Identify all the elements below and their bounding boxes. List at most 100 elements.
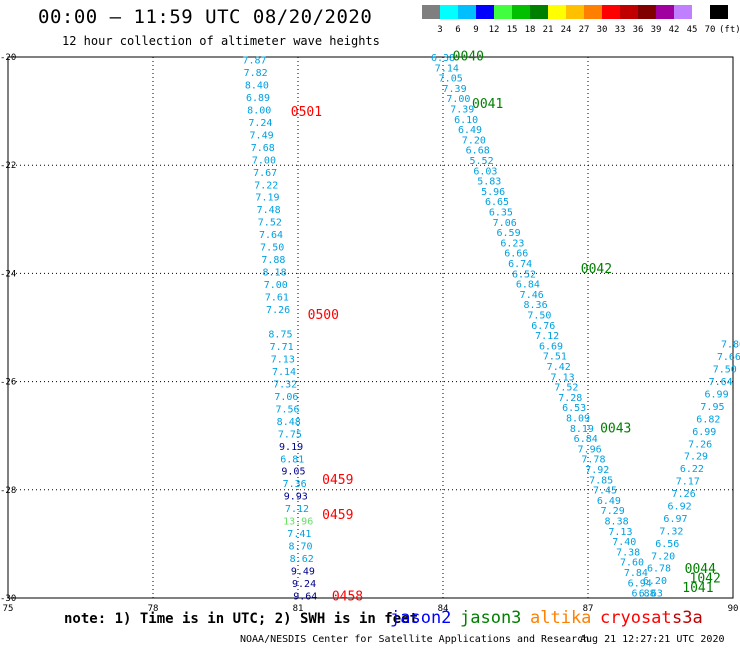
wave-height-value: 6.94 bbox=[628, 578, 652, 589]
wave-height-value: 5.52 bbox=[470, 156, 494, 167]
wave-height-value: 6.65 bbox=[485, 197, 509, 208]
pass-time-label: 0041 bbox=[472, 97, 503, 112]
wave-height-value: 7.24 bbox=[248, 118, 272, 129]
wave-height-value: 7.82 bbox=[244, 68, 268, 79]
wave-height-value: 6.20 bbox=[643, 576, 667, 587]
wave-height-value: 7.60 bbox=[620, 558, 644, 569]
wave-height-value: 6.82 bbox=[696, 414, 720, 425]
legend-swatch bbox=[512, 5, 530, 19]
wave-height-value: 6.81 bbox=[280, 454, 304, 465]
legend-swatch bbox=[602, 5, 620, 19]
wave-height-value: 7.05 bbox=[439, 74, 463, 85]
mission-jason3: jason3 bbox=[460, 608, 522, 628]
wave-height-value: 6.78 bbox=[647, 564, 671, 575]
legend-label: 18 bbox=[524, 25, 536, 35]
mission-jason2: jason2 bbox=[390, 608, 452, 628]
wave-height-value: 6.63 bbox=[639, 589, 663, 600]
legend-swatch bbox=[692, 5, 710, 19]
wave-height-value: 7.67 bbox=[253, 168, 277, 179]
legend-label: 21 bbox=[542, 25, 554, 35]
pass-time-label: 0458 bbox=[332, 589, 363, 604]
legend-swatch bbox=[494, 5, 512, 19]
legend-swatch bbox=[620, 5, 638, 19]
wave-height-value: 7.39 bbox=[450, 104, 474, 115]
wave-height-value: 7.49 bbox=[250, 130, 274, 141]
pass-time-label: 0040 bbox=[453, 49, 484, 64]
wave-height-value: 6.23 bbox=[500, 238, 524, 249]
wave-height-value: 6.76 bbox=[531, 321, 555, 332]
wave-height-value: 7.26 bbox=[672, 489, 696, 500]
legend-label: 15 bbox=[506, 25, 518, 35]
wave-height-value: 7.26 bbox=[266, 305, 290, 316]
wave-height-value: 6.53 bbox=[562, 403, 586, 414]
lon-tick-label: 81 bbox=[293, 604, 304, 614]
wave-height-value: 6.56 bbox=[655, 539, 679, 550]
pass-time-label: 1042 bbox=[690, 571, 721, 586]
legend-swatch bbox=[548, 5, 566, 19]
wave-height-value: 7.52 bbox=[258, 218, 282, 229]
wave-height-value: 6.35 bbox=[489, 207, 513, 218]
wave-height-value: 6.69 bbox=[539, 341, 563, 352]
wave-height-value: 7.13 bbox=[608, 527, 632, 538]
wave-height-value: 7.71 bbox=[270, 342, 294, 353]
wave-height-value: 7.20 bbox=[651, 551, 675, 562]
wave-height-value: 7.12 bbox=[535, 331, 559, 342]
wave-height-value: 6.66 bbox=[504, 249, 528, 260]
wave-height-value: 6.59 bbox=[497, 228, 521, 239]
wave-height-value: 7.40 bbox=[612, 537, 636, 548]
pass-time-label: 0501 bbox=[291, 105, 322, 120]
footer-credit: NOAA/NESDIS Center for Satellite Applica… bbox=[240, 634, 590, 645]
note-text: note: 1) Time is in UTC; 2) SWH is in fe… bbox=[64, 611, 419, 627]
legend-label: 42 bbox=[668, 25, 680, 35]
wave-height-value: 9.49 bbox=[291, 566, 315, 577]
wave-height-value: 8.75 bbox=[268, 330, 292, 341]
wave-height-value: 7.66 bbox=[717, 352, 740, 363]
wave-height-value: 7.26 bbox=[688, 439, 712, 450]
wave-height-value: 5.83 bbox=[477, 177, 501, 188]
wave-height-value: 9.24 bbox=[292, 579, 316, 590]
wave-height-value: 6.49 bbox=[597, 496, 621, 507]
wave-height-value: 7.00 bbox=[252, 155, 276, 166]
mission-s3a: s3a bbox=[672, 608, 703, 628]
wave-height-value: 7.06 bbox=[274, 392, 298, 403]
mission-altika: altika bbox=[530, 608, 592, 628]
legend-label: 9 bbox=[473, 25, 479, 35]
wave-height-value: 7.19 bbox=[255, 193, 279, 204]
legend-swatch bbox=[440, 5, 458, 19]
wave-height-value: 8.09 bbox=[566, 413, 590, 424]
wave-height-value: 7.86 bbox=[721, 340, 740, 351]
wave-height-value: 7.39 bbox=[443, 84, 467, 95]
wave-height-value: 9.19 bbox=[279, 442, 303, 453]
wave-height-value: 7.17 bbox=[676, 477, 700, 488]
wave-height-value: 7.68 bbox=[251, 143, 275, 154]
wave-height-value: 7.41 bbox=[287, 529, 311, 540]
legend-swatch bbox=[476, 5, 494, 19]
lat-tick-label: -22 bbox=[0, 161, 16, 171]
wave-height-value: 6.84 bbox=[574, 434, 598, 445]
wave-height-value: 7.32 bbox=[659, 526, 683, 537]
page-subtitle: 12 hour collection of altimeter wave hei… bbox=[62, 34, 380, 48]
lat-tick-label: -30 bbox=[0, 594, 16, 604]
legend-swatch bbox=[674, 5, 692, 19]
wave-height-value: 6.74 bbox=[508, 259, 532, 270]
wave-height-value: 8.19 bbox=[570, 424, 594, 435]
pass-time-label: 0042 bbox=[581, 262, 612, 277]
wave-height-value: 7.45 bbox=[593, 486, 617, 497]
wave-height-value: 7.13 bbox=[271, 355, 295, 366]
lon-tick-label: 87 bbox=[583, 604, 594, 614]
pass-time-label: 1041 bbox=[682, 581, 713, 596]
wave-height-value: 6.84 bbox=[516, 280, 540, 291]
lon-tick-label: 90 bbox=[728, 604, 739, 614]
wave-height-value: 5.96 bbox=[481, 187, 505, 198]
wave-height-value: 6.49 bbox=[458, 125, 482, 136]
wave-height-value: 6.52 bbox=[512, 269, 536, 280]
wave-height-value: 7.61 bbox=[265, 292, 289, 303]
pass-time-label: 0459 bbox=[322, 473, 353, 488]
wave-height-value: 7.38 bbox=[616, 547, 640, 558]
map-frame bbox=[7, 56, 734, 599]
lon-tick-label: 84 bbox=[438, 604, 449, 614]
lon-tick-label: 78 bbox=[148, 604, 159, 614]
wave-height-value: 8.38 bbox=[605, 516, 629, 527]
lat-tick-label: -24 bbox=[0, 269, 16, 279]
legend-swatch bbox=[710, 5, 728, 19]
